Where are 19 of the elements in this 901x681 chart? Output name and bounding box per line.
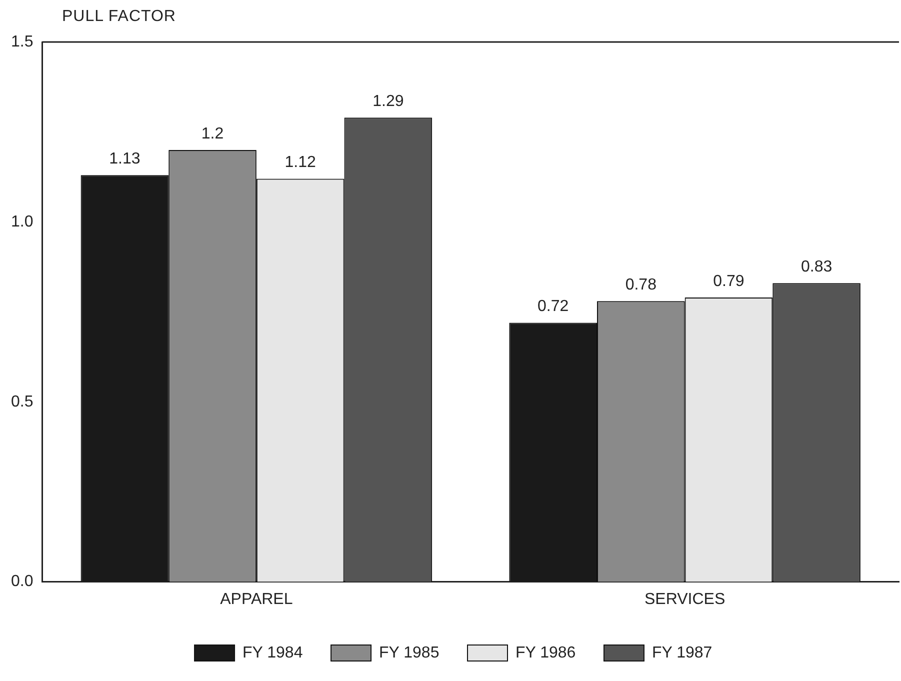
x-tick-label: SERVICES	[644, 590, 726, 608]
y-axis-title: PULL FACTOR	[62, 8, 176, 26]
y-tick-label: 0.0	[10, 573, 34, 590]
y-tick-label: 0.5	[10, 393, 34, 410]
y-tick-label: 1.0	[10, 213, 34, 230]
data-label: 1.29	[372, 92, 404, 110]
data-label: 0.72	[538, 298, 569, 316]
data-label: 1.13	[109, 150, 140, 168]
data-label: 1.12	[284, 154, 316, 172]
data-label: 0.78	[625, 276, 657, 294]
legend-label: FY 1985	[379, 644, 440, 662]
legend-label: FY 1984	[242, 644, 303, 662]
legend-label: FY 1986	[516, 644, 576, 662]
data-label: 0.79	[713, 272, 744, 290]
data-label: 1.2	[201, 125, 224, 142]
data-label: 0.83	[800, 258, 832, 276]
y-tick-label: 1.5	[10, 33, 34, 50]
x-tick-label: APPAREL	[220, 590, 293, 608]
legend-label: FY 1987	[652, 644, 712, 662]
